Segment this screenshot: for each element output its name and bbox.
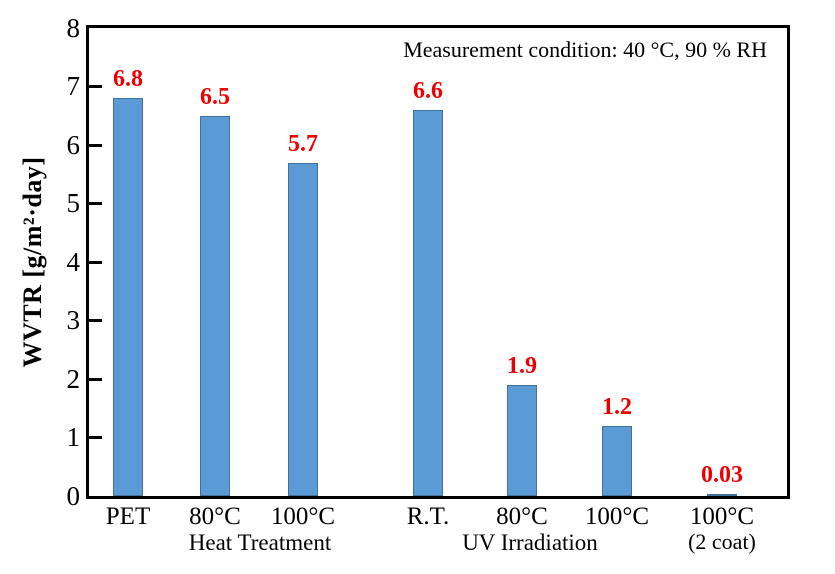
- bar-value-label: 0.03: [701, 462, 743, 488]
- bar-value-label: 1.2: [602, 394, 632, 420]
- y-tick-label: 3: [66, 305, 81, 335]
- x-category-label: 80°C: [150, 504, 280, 530]
- x-category-label-text: 100°C: [689, 503, 755, 530]
- x-category-label: R.T.: [363, 504, 493, 530]
- bar-value-label: 6.5: [200, 84, 230, 110]
- bar-value-label: 1.9: [507, 353, 537, 379]
- bar: [602, 426, 632, 496]
- y-tick-mark: [89, 143, 102, 147]
- y-tick-mark: [89, 260, 102, 264]
- bar: [200, 116, 230, 496]
- measurement-condition-note: Measurement condition: 40 °C, 90 % RH: [403, 37, 767, 62]
- bar: [507, 385, 537, 496]
- x-category-label-text: 100°C: [270, 503, 336, 530]
- y-tick-mark: [89, 436, 102, 439]
- y-tick-label: 5: [66, 188, 81, 218]
- bar: [707, 494, 737, 496]
- bar-value-label: 6.8: [113, 66, 143, 92]
- y-tick-label: 2: [66, 363, 81, 394]
- y-tick-label: 6: [66, 129, 81, 160]
- x-category-label-text: PET: [105, 503, 151, 530]
- bar: [288, 163, 318, 496]
- x-category-label-text: 100°C: [584, 503, 650, 530]
- y-tick-mark: [89, 202, 102, 205]
- x-category-label: 100°C: [552, 504, 682, 530]
- x-category-label: 80°C: [457, 504, 587, 530]
- x-category-label: 100°C (2 coat): [657, 503, 787, 554]
- y-tick-label: 0: [66, 480, 81, 511]
- y-tick-label: 8: [66, 12, 81, 43]
- x-category-label-text: 80°C: [496, 503, 548, 530]
- bar: [413, 110, 443, 496]
- x-category-sublabel: (2 coat): [688, 529, 756, 554]
- x-category-label-text: R.T.: [406, 503, 450, 530]
- y-tick-mark: [89, 85, 102, 88]
- x-category-label: PET: [63, 504, 193, 530]
- y-tick-label: 4: [66, 246, 81, 277]
- bar-value-label: 6.6: [413, 78, 443, 104]
- x-category-label-text: 80°C: [189, 503, 241, 530]
- bar: [113, 98, 143, 496]
- x-group-label: UV Irradiation: [462, 530, 598, 555]
- y-tick-label: 1: [66, 422, 81, 452]
- bar-value-label: 5.7: [288, 131, 318, 157]
- plot-area: Measurement condition: 40 °C, 90 % RH 6.…: [86, 25, 790, 499]
- x-category-label: 100°C: [238, 504, 368, 530]
- y-tick-label: 7: [66, 71, 81, 101]
- x-group-label: Heat Treatment: [188, 530, 332, 555]
- y-tick-mark: [89, 319, 102, 322]
- y-tick-mark: [89, 377, 102, 381]
